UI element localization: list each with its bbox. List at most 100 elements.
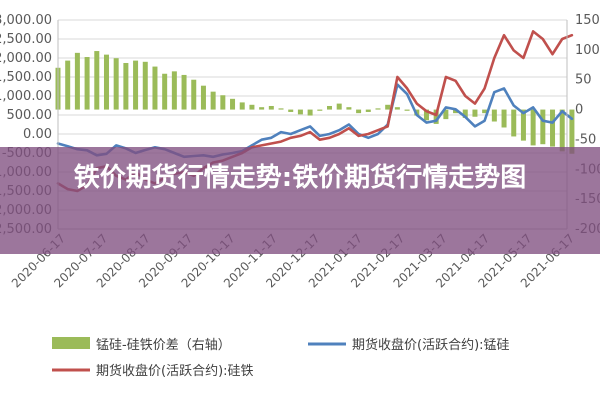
data-point: [367, 133, 370, 135]
bar: [394, 107, 400, 110]
bar: [103, 54, 109, 110]
data-point: [493, 91, 496, 94]
bar: [317, 109, 323, 111]
data-point: [512, 104, 515, 107]
bar: [365, 109, 371, 112]
data-point: [260, 138, 263, 141]
data-point: [251, 144, 253, 147]
data-point: [318, 138, 321, 141]
data-point: [299, 135, 302, 137]
bar: [530, 109, 536, 146]
data-point: [338, 129, 341, 132]
y-left-tick-label: 1,000.00: [0, 89, 52, 104]
bar: [268, 105, 274, 110]
y-right-tick-label: 50: [575, 73, 592, 88]
data-point: [522, 57, 525, 59]
data-point: [493, 57, 496, 59]
data-point: [66, 145, 69, 148]
bar: [142, 61, 148, 110]
bar: [375, 108, 381, 110]
bar: [462, 109, 468, 118]
data-point: [406, 87, 408, 90]
bar: [152, 66, 158, 110]
y-left-tick-label: 0.00: [23, 127, 52, 142]
data-point: [260, 144, 263, 147]
bar: [356, 109, 362, 114]
y-right-tick-label: 100: [575, 43, 600, 58]
data-point: [338, 133, 341, 135]
y-right-tick-label: -50: [575, 132, 596, 147]
bar: [385, 104, 391, 110]
data-point: [347, 123, 350, 126]
data-point: [328, 133, 331, 135]
bar: [239, 102, 245, 110]
data-point: [532, 30, 535, 33]
bar: [569, 109, 575, 154]
bar: [336, 103, 342, 110]
data-point: [483, 87, 486, 90]
bar: [491, 109, 497, 122]
data-point: [377, 129, 379, 132]
bar: [297, 109, 303, 115]
bar: [249, 104, 255, 110]
bar: [346, 107, 352, 110]
bar: [278, 108, 284, 110]
bar: [540, 109, 546, 145]
data-point: [289, 136, 292, 139]
data-point: [464, 95, 467, 97]
data-point: [425, 110, 428, 113]
bar: [181, 74, 187, 110]
legend-swatch-bar: [52, 337, 90, 349]
data-point: [571, 34, 573, 37]
legend-label: 锰硅-硅铁价差（右轴）: [96, 338, 231, 353]
data-point: [503, 34, 505, 37]
bar: [443, 109, 449, 120]
title-banner: [0, 147, 600, 254]
bar: [200, 85, 206, 110]
bar: [520, 109, 526, 141]
data-point: [386, 125, 389, 128]
data-point: [532, 106, 535, 109]
data-point: [367, 136, 370, 139]
bar: [94, 51, 100, 110]
bar: [511, 109, 517, 137]
data-point: [561, 110, 564, 113]
data-point: [415, 114, 418, 116]
data-point: [444, 106, 447, 109]
data-point: [541, 119, 544, 122]
bar: [65, 60, 71, 110]
bar: [162, 73, 168, 110]
bar: [230, 98, 236, 110]
bar-series-layer: [55, 51, 575, 154]
bar: [259, 107, 265, 110]
y-left-tick-label: 500.00: [7, 108, 53, 123]
data-point: [328, 136, 331, 139]
legend-label: 期货收盘价(活跃合约):锰硅: [352, 337, 510, 353]
data-point: [571, 117, 573, 120]
data-point: [474, 102, 476, 105]
data-point: [309, 131, 312, 134]
data-point: [377, 133, 379, 135]
y-left-tick-label: 1,500.00: [0, 70, 52, 85]
data-point: [503, 87, 505, 90]
bar: [288, 109, 294, 112]
data-point: [280, 140, 282, 143]
data-point: [474, 125, 476, 128]
data-point: [454, 79, 457, 82]
data-point: [396, 76, 399, 78]
y-right-tick-label: 0: [575, 103, 583, 118]
data-point: [280, 131, 282, 134]
bar: [220, 95, 226, 110]
bar: [133, 60, 139, 110]
data-point: [551, 53, 554, 56]
data-point: [115, 144, 118, 147]
overlay-title: 铁价期货行情走势:铁价期货行情走势图: [73, 163, 527, 193]
y-left-tick-label: 3,000.00: [0, 13, 52, 28]
data-point: [347, 127, 350, 130]
data-point: [415, 102, 418, 105]
data-point: [309, 125, 312, 128]
data-point: [289, 133, 292, 135]
data-point: [270, 142, 273, 145]
bar: [559, 109, 565, 152]
